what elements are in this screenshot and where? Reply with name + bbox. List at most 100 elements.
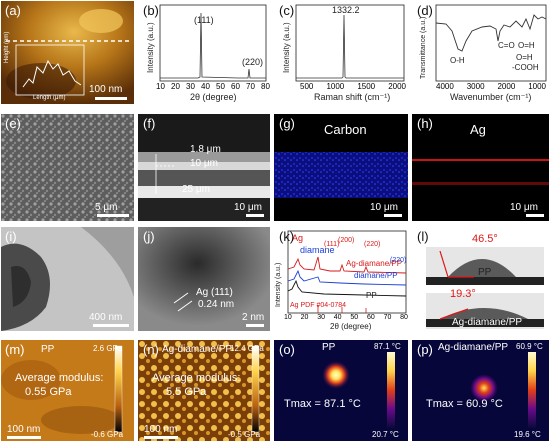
- panel-label-n: (n): [143, 342, 159, 357]
- panel-d-ftir-chart: Transmittance (a.u.) C=O O=H O-H -COOH O…: [412, 1, 549, 104]
- cbar-min: -0.5 GPa: [228, 430, 261, 439]
- scale-text: 400 nm: [89, 312, 123, 323]
- ftir-plot: [435, 4, 547, 82]
- scale-bar: [93, 324, 129, 327]
- panel-label-l: (l): [417, 229, 429, 244]
- scale-text: 100 nm: [7, 424, 41, 435]
- scale-text: 100 nm: [89, 84, 123, 95]
- thickness-2: 10 μm: [190, 158, 218, 169]
- thermal-image-ag-diamane: [412, 340, 549, 441]
- scale-bar: [7, 436, 41, 439]
- series-ag-diamane-pp: Ag-diamane/PP: [346, 259, 403, 268]
- panel-n-modulus-ag-diamane: Ag-diamane/PP 12.4 GPa -0.5 GPa Average …: [138, 340, 270, 441]
- ftir-ann-co: C=O: [498, 41, 515, 50]
- droplet-label-ag-diamane: Ag-diamane/PP: [452, 317, 523, 328]
- ftir-ann-oh: O-H: [450, 56, 465, 65]
- xrd-peak-220: (220): [242, 57, 264, 67]
- panel-o-thermal-pp: PP 87.1 °C 20.7 °C Tmax = 87.1 °C: [274, 340, 408, 441]
- panel-e-sem-image: 5 μm: [1, 114, 134, 221]
- ftir-ylabel: Transmittance (a.u.): [420, 16, 427, 79]
- panel-m-modulus-pp: PP 2.6 GPa -0.6 GPa Average modulus: 0.5…: [1, 340, 134, 441]
- peak-200: (200): [338, 237, 355, 244]
- raman-plot: [295, 4, 405, 82]
- panel-label-a: (a): [5, 3, 21, 18]
- xrd-k-xticks: 10 20 30 40 50 60 70 80: [284, 314, 408, 321]
- scale-text: 10 μm: [510, 202, 538, 213]
- modulus-value: 5.5 GPa: [166, 386, 207, 398]
- xrd-ylabel: Intensity (a.u.): [146, 22, 155, 73]
- peak-220-diamane: (220): [390, 257, 407, 264]
- xrd-peak-111: (111): [194, 15, 214, 25]
- xrd-comparison-plot: [287, 230, 407, 314]
- cbar-max: 87.1 °C: [374, 342, 401, 351]
- afm-profile-ylabel: Height (nm): [4, 31, 10, 63]
- sample-name: PP: [322, 342, 336, 353]
- peak-220: (220): [364, 241, 381, 248]
- scale-text: 2 nm: [242, 312, 265, 323]
- modulus-value: 0.55 GPa: [25, 386, 72, 398]
- panel-k-xrd-comparison: Ag diamane Ag-diamane/PP diamane/PP PP A…: [274, 227, 408, 331]
- panel-j-hrtem-image: Ag (111) 0.24 nm 2 nm: [138, 227, 270, 331]
- scale-text: 10 μm: [370, 202, 398, 213]
- series-diamane-pp: diamane/PP: [354, 271, 398, 280]
- map-title: Ag: [470, 122, 486, 137]
- afm-profile-xlabel: Length (μm): [33, 95, 66, 101]
- panel-label-m: (m): [5, 342, 25, 357]
- pdf-reference: Ag PDF #04-0784: [290, 302, 347, 309]
- thermal-image-pp: [274, 340, 408, 441]
- xrd-xlabel: 2θ (degree): [190, 92, 237, 102]
- xrd-k-xlabel: 2θ (degree): [330, 322, 372, 331]
- panel-label-j: (j): [143, 229, 155, 244]
- panel-label-b: (b): [143, 3, 159, 18]
- droplet-images: [426, 247, 544, 329]
- panel-label-g: (g): [279, 116, 295, 131]
- panel-label-p: (p): [417, 342, 433, 357]
- contact-angle-ag-diamane: 19.3°: [450, 288, 476, 300]
- panel-a-afm-image: Height (nm) Length (μm) 100 nm: [1, 1, 134, 104]
- scale-bar: [526, 214, 544, 217]
- xrd-xticks: 10 20 30 40 50 60 70 80: [156, 82, 270, 91]
- panel-label-d: (d): [417, 3, 433, 18]
- carbon-distribution: [274, 152, 408, 198]
- panel-label-i: (i): [5, 229, 17, 244]
- modulus-label: Average modulus:: [15, 372, 104, 384]
- legend-diamane: diamane: [300, 245, 335, 255]
- afm-surface: [1, 1, 134, 104]
- panel-b-xrd-chart: Intensity (a.u.) (111) (220) 10 20 30 40 50 6…: [138, 1, 270, 104]
- scale-bar: [144, 436, 178, 439]
- sample-name: PP: [41, 344, 55, 355]
- panel-label-e: (e): [5, 116, 21, 131]
- lattice-ann-2: 0.24 nm: [198, 299, 235, 310]
- scale-bar: [246, 324, 264, 327]
- raman-ylabel: Intensity (a.u.): [282, 22, 291, 73]
- panel-label-f: (f): [143, 116, 156, 131]
- panel-l-contact-angle: 46.5° PP 19.3° Ag-diamane/PP: [412, 227, 549, 331]
- panel-g-carbon-map: Carbon 10 μm: [274, 114, 408, 221]
- panel-label-k: (k): [279, 229, 295, 244]
- raman-xlabel: Raman shift (cm⁻¹): [314, 92, 391, 102]
- panel-i-tem-image: 400 nm: [1, 227, 134, 331]
- panel-f-cross-section: 1.8 μm 10 μm 25 μm 10 μm: [138, 114, 270, 221]
- raman-xticks: 500 1000 1500 2000: [300, 82, 406, 91]
- thickness-1: 1.8 μm: [190, 144, 221, 155]
- scale-text: 10 μm: [234, 202, 262, 213]
- ag-distribution: [412, 159, 549, 185]
- panel-label-c: (c): [279, 3, 295, 18]
- xrd-plot: [159, 4, 267, 82]
- panel-label-h: (h): [417, 116, 433, 131]
- thickness-3: 25 μm: [182, 184, 210, 195]
- ftir-ann-cooh: -COOH: [512, 63, 539, 72]
- ftir-xticks: 4000 3000 2000 1000: [436, 82, 546, 91]
- scale-text: 5 μm: [95, 202, 118, 213]
- scale-bar: [97, 214, 129, 217]
- cbar-min: 20.7 °C: [372, 430, 399, 439]
- ftir-xlabel: Wavenumber (cm⁻¹): [450, 92, 532, 102]
- sample-name: Ag-diamane/PP: [162, 344, 233, 355]
- contact-angle-pp: 46.5°: [472, 233, 498, 245]
- ftir-ann-oh3: O=H: [516, 53, 533, 62]
- series-pp: PP: [366, 291, 377, 300]
- xrd-k-ylabel: Intensity (a.u.): [275, 262, 282, 307]
- map-title: Carbon: [324, 122, 367, 137]
- modulus-map-pp: [1, 340, 134, 441]
- peak-111: (111): [324, 241, 340, 248]
